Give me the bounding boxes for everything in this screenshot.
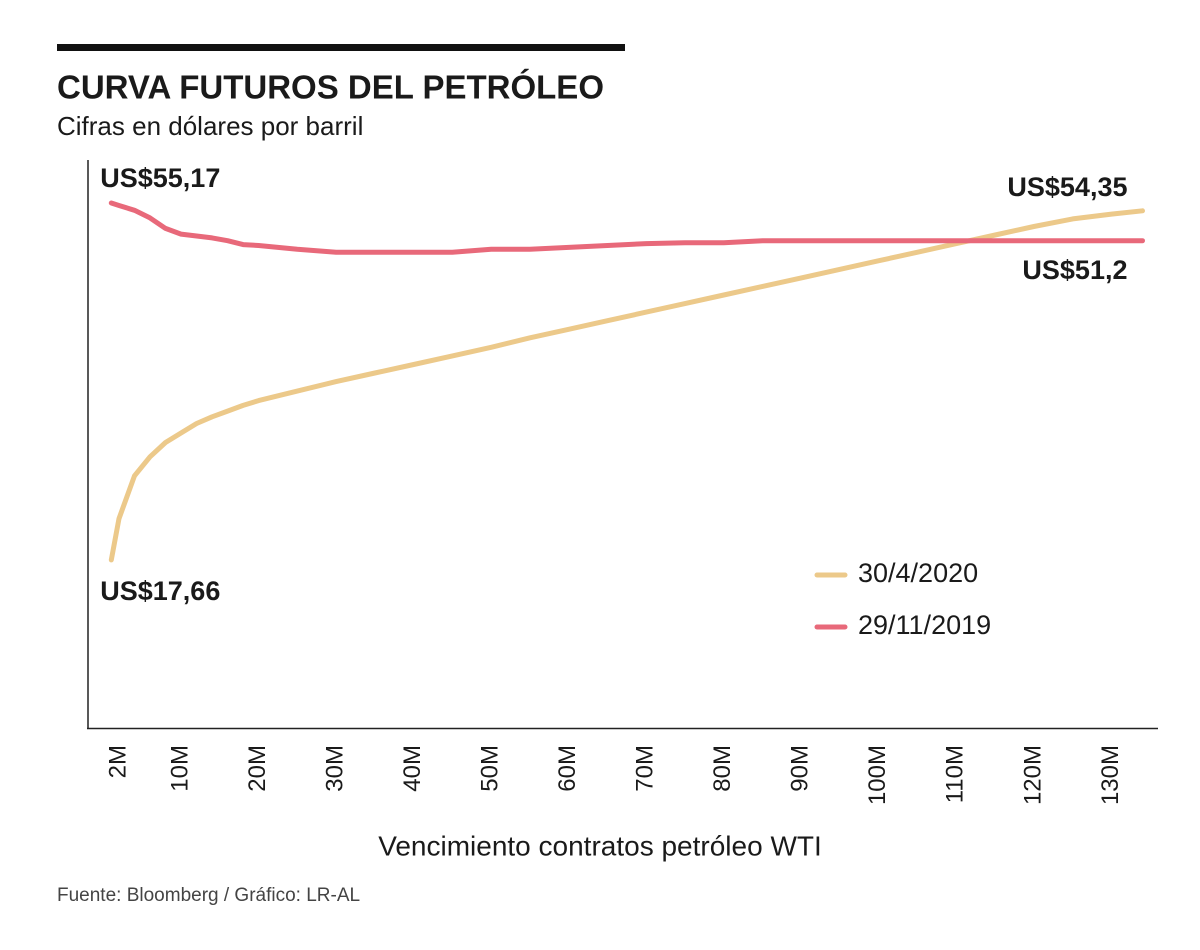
series-line bbox=[108, 208, 1145, 563]
x-tick-label: 30M bbox=[321, 745, 348, 792]
legend-label: 30/4/2020 bbox=[858, 558, 978, 588]
x-tick-label: 120M bbox=[1019, 745, 1046, 805]
x-tick-label: 20M bbox=[244, 745, 271, 792]
x-tick-label: 50M bbox=[477, 745, 504, 792]
x-tick-label: 90M bbox=[787, 745, 814, 792]
source-note: Fuente: Bloomberg / Gráfico: LR-AL bbox=[57, 885, 360, 906]
value-annotation: US$54,35 bbox=[1007, 172, 1127, 202]
value-annotation: US$51,2 bbox=[1022, 255, 1127, 285]
series-line bbox=[108, 200, 1145, 255]
x-tick-label: 10M bbox=[166, 745, 193, 792]
x-tick-label: 110M bbox=[942, 745, 969, 803]
x-tick-label: 130M bbox=[1097, 745, 1124, 805]
x-tick-label: 100M bbox=[864, 745, 891, 805]
x-tick-label: 2M bbox=[104, 745, 131, 778]
x-tick-label: 40M bbox=[399, 745, 426, 792]
chart-title: CURVA FUTUROS DEL PETRÓLEO bbox=[57, 69, 604, 106]
legend-label: 29/11/2019 bbox=[858, 610, 991, 640]
value-annotation: US$55,17 bbox=[100, 163, 220, 193]
chart-subtitle: Cifras en dólares por barril bbox=[57, 111, 363, 141]
x-axis-title: Vencimiento contratos petróleo WTI bbox=[378, 830, 822, 861]
title-rule bbox=[57, 44, 625, 51]
x-tick-label: 60M bbox=[554, 745, 581, 792]
x-tick-label: 70M bbox=[632, 745, 659, 792]
x-tick-label: 80M bbox=[709, 745, 736, 792]
value-annotation: US$17,66 bbox=[100, 576, 220, 606]
